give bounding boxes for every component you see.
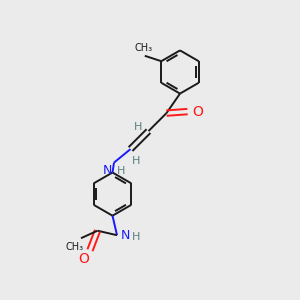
Text: CH₃: CH₃ <box>134 44 152 53</box>
Text: CH₃: CH₃ <box>66 242 84 252</box>
Text: H: H <box>132 232 140 242</box>
Text: O: O <box>193 105 203 118</box>
Text: N: N <box>103 164 112 177</box>
Text: H: H <box>116 166 125 176</box>
Text: N: N <box>121 229 130 242</box>
Text: H: H <box>134 122 142 133</box>
Text: H: H <box>132 156 140 166</box>
Text: O: O <box>79 252 89 266</box>
